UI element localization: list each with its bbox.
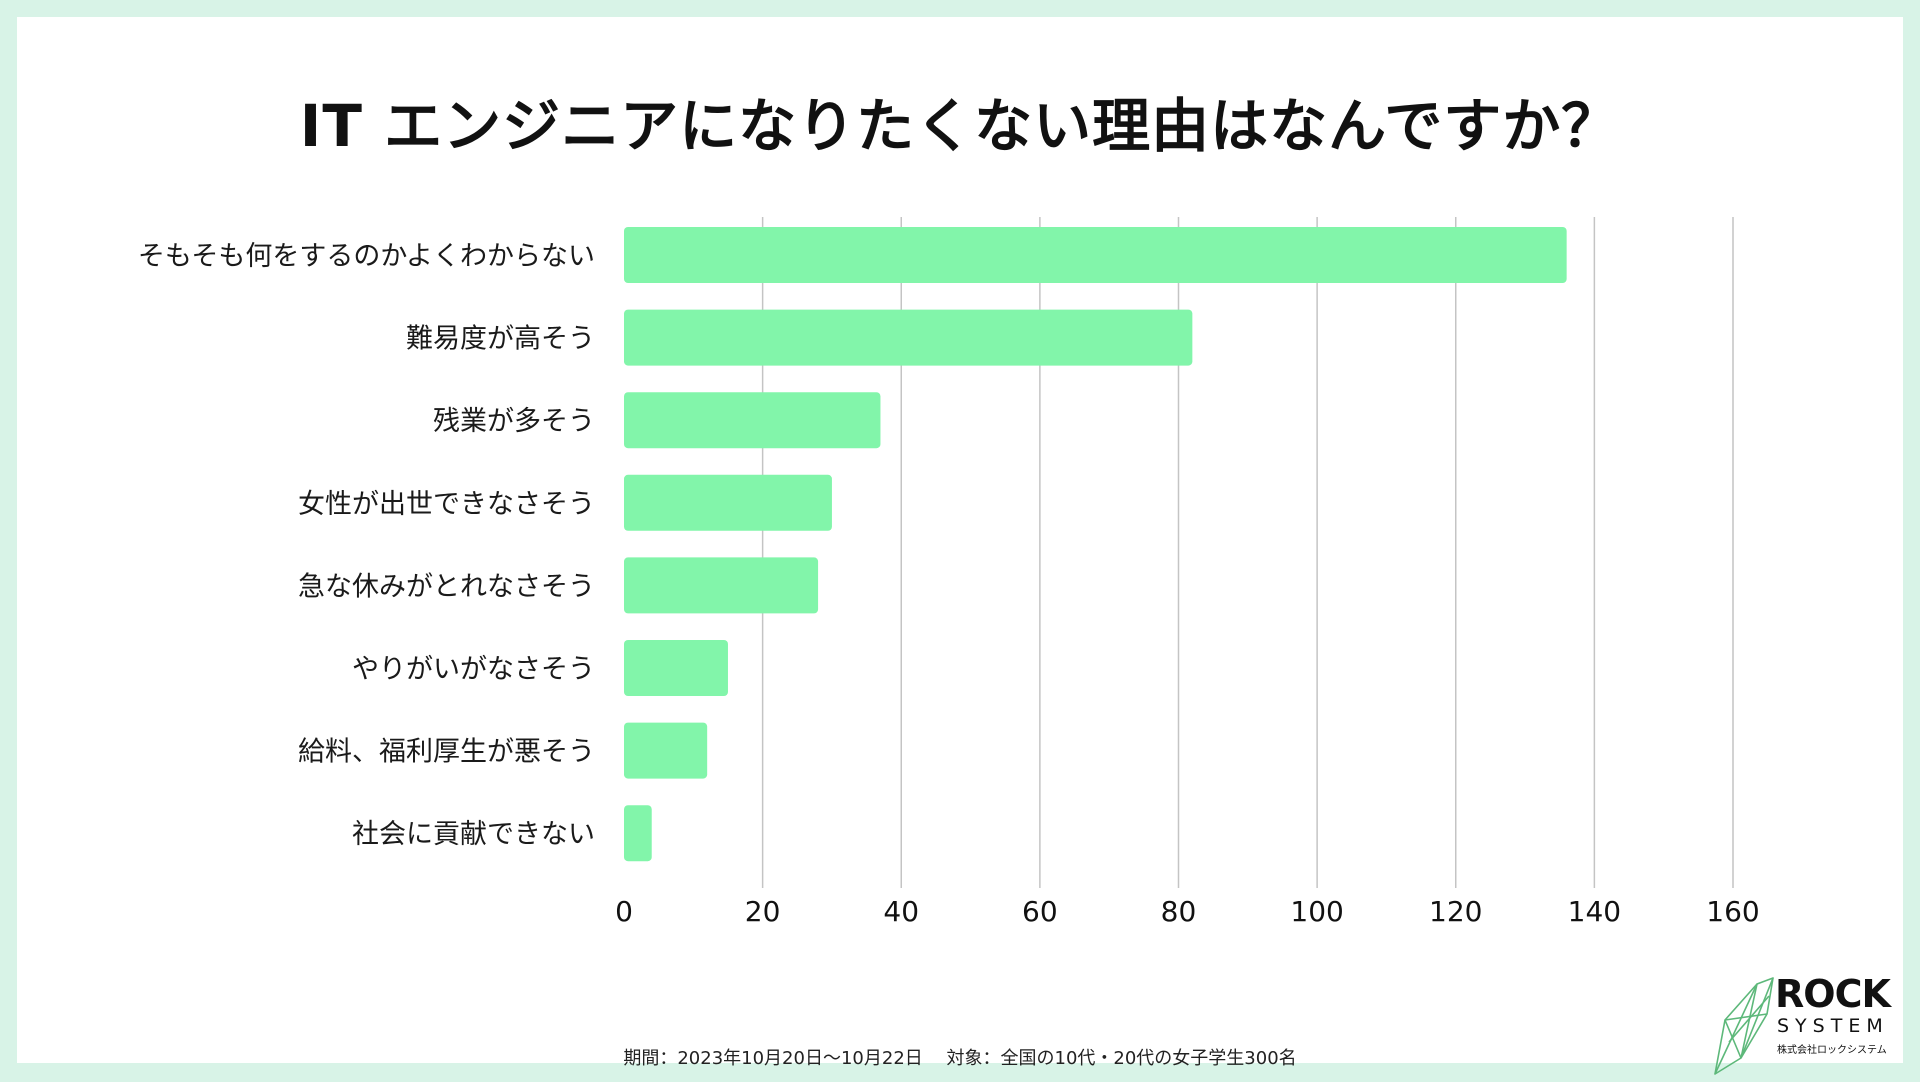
chart-title: IT エンジニアになりたくない理由はなんですか？ [299, 92, 1621, 160]
survey-footnote: 期間：2023年10月20日〜10月22日 対象：全国の10代・20代の女子学生… [623, 1048, 1297, 1069]
x-tick-label: 40 [883, 895, 919, 928]
company-logo: ROCK SYSTEM 株式会社ロックシステム [1707, 962, 1897, 1082]
category-label: 社会に貢献できない [352, 819, 595, 850]
bar [624, 309, 1193, 366]
category-label: 女性が出世できなさそう [298, 489, 595, 520]
category-label: 残業が多そう [433, 406, 595, 437]
logo-rock-text: ROCK [1775, 972, 1891, 1016]
logo-system-text: SYSTEM [1777, 1015, 1889, 1037]
bar [624, 640, 728, 696]
x-tick-label: 100 [1290, 895, 1343, 928]
x-tick-label: 60 [1022, 895, 1058, 928]
category-label: 急な休みがとれなさそう [298, 571, 595, 602]
category-labels: そもそも何をするのかよくわからない難易度が高そう残業が多そう女性が出世できなさそ… [138, 241, 595, 850]
x-tick-label: 160 [1706, 895, 1759, 928]
category-label: やりがいがなさそう [352, 654, 595, 685]
bar [624, 805, 652, 862]
x-tick-label: 0 [615, 895, 633, 928]
bar [624, 722, 708, 779]
x-tick-label: 140 [1568, 895, 1621, 928]
bar [624, 474, 832, 531]
x-tick-labels: 0 20 40 60 80 100 120 140 160 [615, 895, 1760, 928]
x-tick-label: 80 [1161, 895, 1197, 928]
bars [624, 227, 1567, 862]
bar-chart: そもそも何をするのかよくわからない難易度が高そう残業が多そう女性が出世できなさそ… [138, 217, 1760, 928]
bar [624, 392, 881, 449]
category-label: 難易度が高そう [406, 324, 595, 355]
x-tick-label: 20 [745, 895, 781, 928]
card: IT エンジニアになりたくない理由はなんですか？ そもそも何をするのかよくわから… [17, 17, 1903, 1075]
crystal-logo-icon [1714, 977, 1774, 1075]
category-label: そもそも何をするのかよくわからない [138, 241, 595, 272]
bar [624, 557, 819, 614]
bar [624, 227, 1567, 283]
category-label: 給料、福利厚生が悪そう [298, 737, 595, 768]
logo-company-name: 株式会社ロックシステム [1777, 1045, 1887, 1056]
x-tick-label: 120 [1429, 895, 1482, 928]
